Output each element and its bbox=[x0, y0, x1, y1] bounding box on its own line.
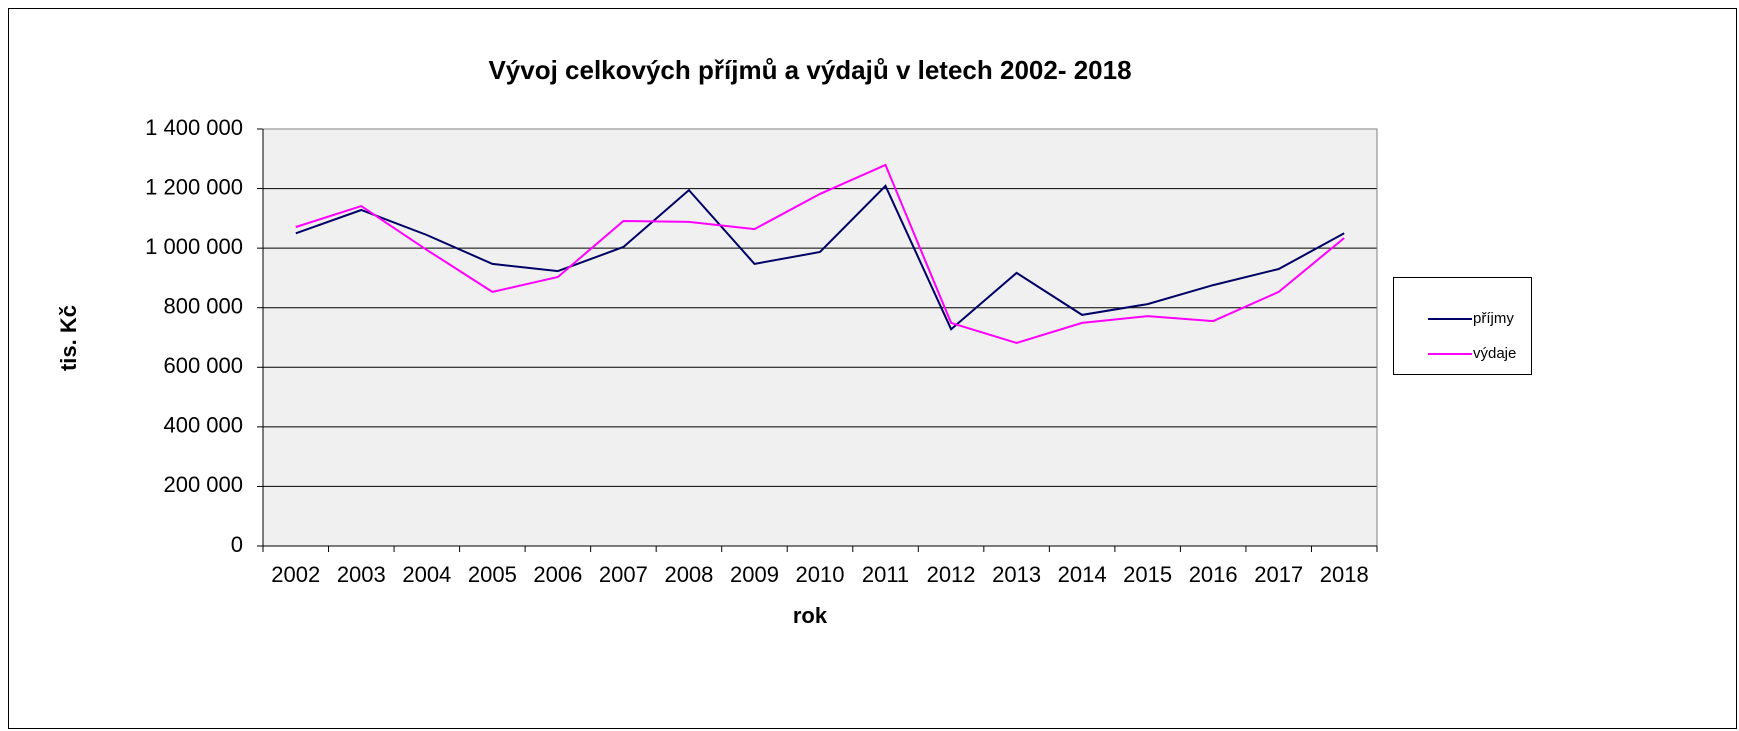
legend-label: výdaje bbox=[1473, 345, 1516, 362]
legend bbox=[1393, 277, 1532, 375]
y-tick-label: 800 000 bbox=[163, 294, 243, 319]
y-tick-label: 1 000 000 bbox=[145, 234, 243, 259]
legend-label: příjmy bbox=[1473, 310, 1514, 327]
x-tick-label: 2005 bbox=[468, 562, 517, 587]
x-tick-label: 2016 bbox=[1189, 562, 1238, 587]
x-tick-label: 2014 bbox=[1058, 562, 1107, 587]
y-tick-label: 200 000 bbox=[163, 472, 243, 497]
y-tick-label: 400 000 bbox=[163, 413, 243, 438]
y-tick-label: 1 400 000 bbox=[145, 115, 243, 140]
series-line bbox=[295, 184, 1345, 331]
x-axis-label: rok bbox=[793, 603, 828, 628]
x-tick-label: 2002 bbox=[271, 562, 320, 587]
x-tick-label: 2011 bbox=[862, 562, 909, 587]
y-tick-label: 1 200 000 bbox=[145, 174, 243, 199]
x-tick-label: 2008 bbox=[664, 562, 713, 587]
x-tick-label: 2018 bbox=[1320, 562, 1369, 587]
x-tick-label: 2003 bbox=[337, 562, 386, 587]
x-tick-label: 2007 bbox=[599, 562, 648, 587]
y-tick-label: 0 bbox=[231, 532, 243, 557]
x-tick-label: 2006 bbox=[533, 562, 582, 587]
x-tick-label: 2017 bbox=[1254, 562, 1303, 587]
x-tick-label: 2004 bbox=[402, 562, 451, 587]
x-tick-label: 2015 bbox=[1123, 562, 1172, 587]
x-tick-label: 2012 bbox=[927, 562, 976, 587]
x-tick-label: 2009 bbox=[730, 562, 779, 587]
plot-area bbox=[263, 129, 1377, 546]
x-tick-label: 2013 bbox=[992, 562, 1041, 587]
y-axis-label: tis. Kč bbox=[56, 305, 81, 371]
x-tick-label: 2010 bbox=[796, 562, 845, 587]
series-line bbox=[295, 163, 1345, 344]
chart-title: Vývoj celkových příjmů a výdajů v letech… bbox=[488, 55, 1131, 85]
y-tick-label: 600 000 bbox=[163, 353, 243, 378]
